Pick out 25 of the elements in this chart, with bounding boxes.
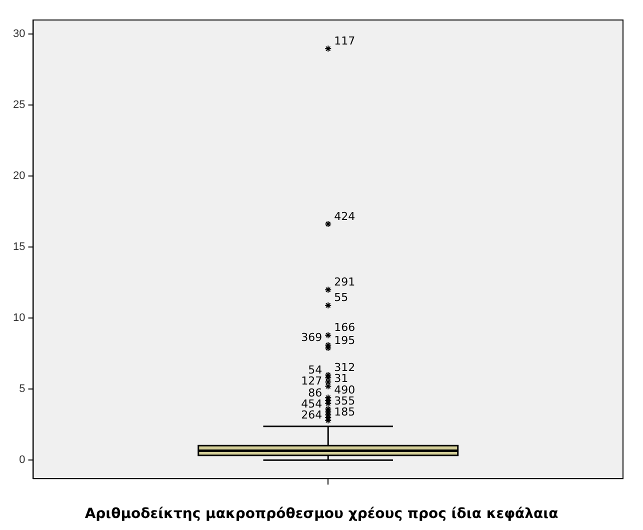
annotation: 55 (334, 291, 348, 304)
annotation: 369 (301, 330, 322, 344)
annotation: 54 (308, 364, 322, 377)
x-axis-title: Αριθμοδείκτης μακροπρόθεσμου χρέους προς ίδια κεφάλαια (84, 506, 560, 522)
annotation: 166 (334, 321, 356, 334)
annotation: 264 (301, 408, 322, 422)
annotation: 195 (334, 334, 356, 347)
annotation: 31 (334, 372, 348, 385)
annotation: 117 (334, 34, 356, 48)
y-tick-label: 20 (12, 170, 26, 182)
annotation: 127 (301, 374, 322, 388)
annotation: 185 (334, 406, 356, 419)
y-tick-label: 25 (12, 99, 26, 112)
annotation: 490 (334, 384, 356, 397)
y-tick-label: 15 (12, 241, 26, 254)
y-tick-label: 10 (12, 312, 26, 324)
y-tick-label: 0 (19, 454, 26, 466)
annotation: 312 (334, 360, 356, 374)
annotation: 291 (334, 276, 356, 289)
annotation: 86 (308, 386, 322, 400)
y-tick-label: 30 (12, 28, 26, 40)
annotation: 424 (334, 210, 356, 223)
annotation: 355 (334, 394, 356, 408)
y-tick-label: 5 (19, 383, 26, 396)
annotation: 454 (301, 397, 322, 410)
